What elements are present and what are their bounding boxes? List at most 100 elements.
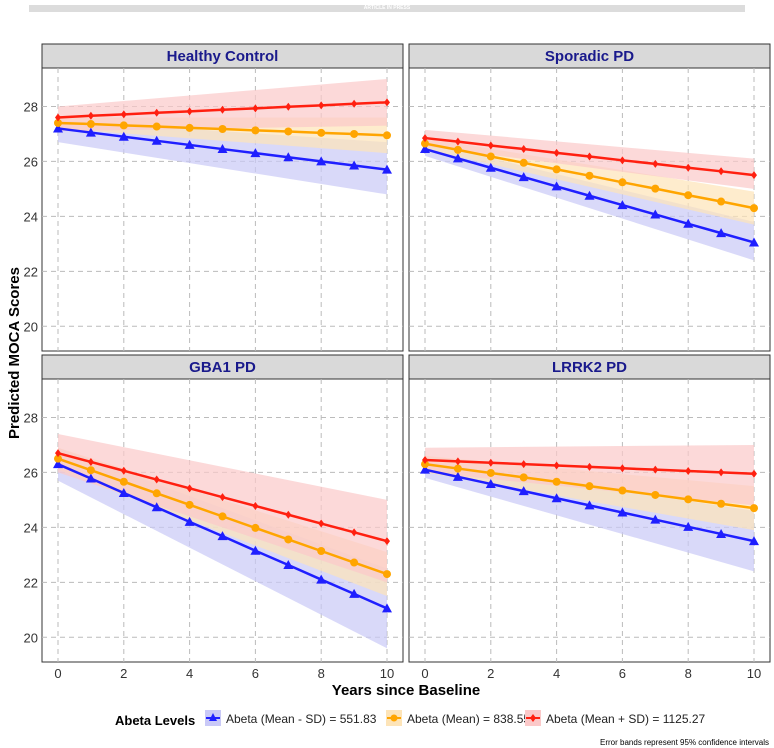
facet-strip xyxy=(408,43,771,69)
data-point-triangle xyxy=(485,162,496,172)
data-point-diamond xyxy=(219,493,226,502)
data-point-triangle xyxy=(250,148,261,158)
data-point-circle xyxy=(86,120,95,129)
y-tick-label: 20 xyxy=(24,319,38,334)
data-point-circle xyxy=(519,158,528,167)
x-tick-label: 10 xyxy=(747,666,761,681)
data-point-circle xyxy=(284,535,293,544)
footnote: Error bands represent 95% confidence int… xyxy=(600,738,769,747)
data-point-circle xyxy=(86,466,95,475)
data-point-diamond xyxy=(153,475,160,484)
data-point-diamond xyxy=(384,98,390,107)
data-point-triangle xyxy=(650,209,661,219)
data-point-diamond xyxy=(751,469,757,478)
confidence-band xyxy=(58,78,387,132)
confidence-band xyxy=(425,444,754,506)
data-point-circle xyxy=(486,468,495,477)
legend-key-triangle xyxy=(209,713,217,721)
data-point-diamond xyxy=(553,148,560,157)
data-point-circle xyxy=(618,178,627,187)
data-point-diamond xyxy=(422,456,428,465)
data-point-diamond xyxy=(454,457,461,466)
x-tick-label: 0 xyxy=(54,666,61,681)
data-point-triangle xyxy=(518,172,529,182)
data-point-triangle xyxy=(485,478,496,488)
legend-key-diamond xyxy=(530,714,536,722)
data-point-diamond xyxy=(422,134,428,143)
data-point-diamond xyxy=(520,460,527,469)
data-point-triangle xyxy=(283,152,294,162)
data-point-triangle xyxy=(151,502,162,512)
data-point-circle xyxy=(684,191,693,200)
data-point-diamond xyxy=(351,528,358,537)
x-tick-label: 2 xyxy=(487,666,494,681)
data-point-triangle xyxy=(316,156,327,166)
data-point-triangle xyxy=(617,507,628,517)
data-point-triangle xyxy=(382,164,392,174)
data-point-diamond xyxy=(487,458,494,467)
data-point-circle xyxy=(684,495,693,504)
data-point-circle xyxy=(251,523,260,532)
data-point-triangle xyxy=(85,473,96,483)
confidence-band xyxy=(425,461,754,572)
data-point-diamond xyxy=(285,102,292,111)
data-point-circle xyxy=(350,558,359,567)
data-point-triangle xyxy=(551,493,562,503)
legend-entry-label: Abeta (Mean) = 838.55 xyxy=(407,712,530,726)
data-point-circle xyxy=(119,121,128,130)
data-point-circle xyxy=(383,570,391,579)
data-point-diamond xyxy=(619,464,626,473)
data-point-diamond xyxy=(487,141,494,150)
data-point-diamond xyxy=(553,461,560,470)
data-point-triangle xyxy=(650,514,661,524)
x-tick-label: 4 xyxy=(553,666,560,681)
data-point-circle xyxy=(750,204,758,213)
data-point-circle xyxy=(585,171,594,180)
x-axis-title: Years since Baseline xyxy=(332,682,480,699)
data-point-circle xyxy=(317,546,326,555)
data-point-circle xyxy=(119,477,128,486)
data-point-diamond xyxy=(652,159,659,168)
x-tick-label: 0 xyxy=(421,666,428,681)
data-point-circle xyxy=(585,482,594,491)
x-tick-label: 2 xyxy=(120,666,127,681)
data-point-circle xyxy=(317,128,326,137)
x-tick-label: 6 xyxy=(252,666,259,681)
data-point-triangle xyxy=(53,459,63,469)
data-point-triangle xyxy=(118,131,129,141)
y-axis-title: Predicted MOCA Scores xyxy=(6,267,23,439)
y-tick-label: 28 xyxy=(24,99,38,114)
data-point-diamond xyxy=(55,113,61,122)
data-point-diamond xyxy=(351,99,358,108)
data-point-circle xyxy=(383,131,391,140)
legend-key-circle xyxy=(390,714,398,722)
data-point-triangle xyxy=(584,500,595,510)
legend-entry-label: Abeta (Mean - SD) = 551.83 xyxy=(226,712,377,726)
data-point-triangle xyxy=(53,123,63,133)
facet-strip xyxy=(41,43,404,69)
data-point-diamond xyxy=(520,145,527,154)
data-point-diamond xyxy=(454,137,461,146)
data-point-diamond xyxy=(718,468,725,477)
data-point-diamond xyxy=(652,465,659,474)
data-point-circle xyxy=(284,127,293,136)
data-point-triangle xyxy=(349,588,360,598)
x-tick-label: 4 xyxy=(186,666,193,681)
data-point-diamond xyxy=(186,484,193,493)
data-point-circle xyxy=(519,473,528,482)
data-point-triangle xyxy=(551,181,562,191)
data-point-circle xyxy=(651,490,660,499)
article-in-press-banner: ARTICLE IN PRESS xyxy=(29,5,745,12)
y-tick-label: 28 xyxy=(24,410,38,425)
data-point-diamond xyxy=(219,105,226,114)
y-tick-label: 26 xyxy=(24,154,38,169)
data-point-triangle xyxy=(617,200,628,210)
data-point-circle xyxy=(350,129,359,138)
data-point-diamond xyxy=(55,449,61,458)
legend-title: Abeta Levels xyxy=(115,713,195,728)
data-point-circle xyxy=(185,500,194,509)
data-point-triangle xyxy=(316,574,327,584)
data-point-diamond xyxy=(586,152,593,161)
data-point-triangle xyxy=(217,144,228,154)
